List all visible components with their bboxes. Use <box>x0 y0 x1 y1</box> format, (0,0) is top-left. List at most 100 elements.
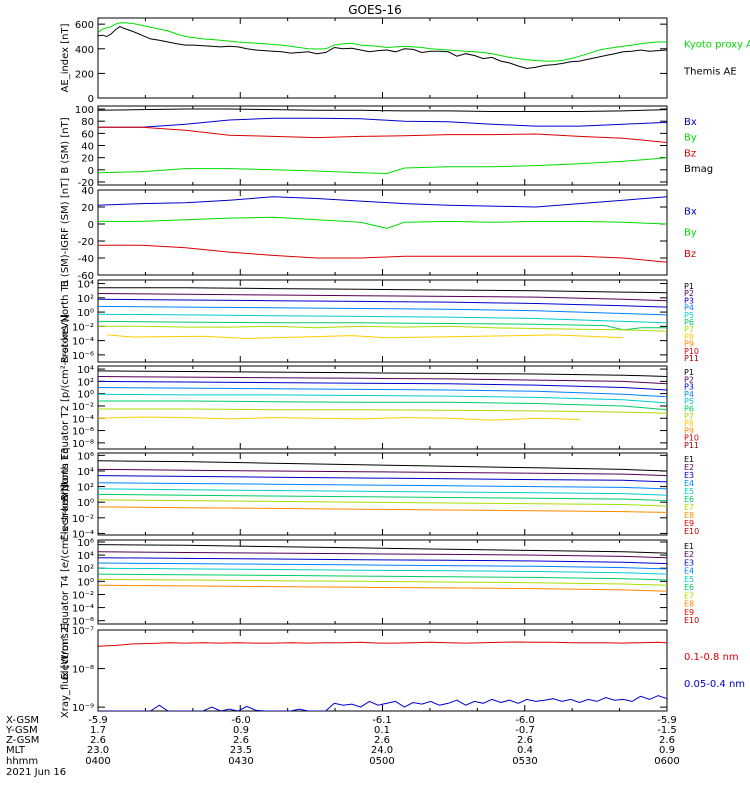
series-line-bx <box>98 196 667 208</box>
series-line-e1 <box>98 544 667 554</box>
y-tick-label: 10⁴ <box>77 365 94 376</box>
y-axis-label: Electrons North T3 <box>60 447 71 540</box>
legend-entry: P4 <box>684 390 694 399</box>
series-line-e6 <box>98 573 667 581</box>
series-line-e5 <box>98 567 667 575</box>
legend-entry: P9 <box>684 340 694 349</box>
legend-entry: P1 <box>684 368 694 377</box>
y-tick-label: 10⁶ <box>77 451 94 462</box>
series-line-e4 <box>98 562 667 570</box>
y-tick-label: 60 <box>81 129 94 140</box>
legend-entry: P4 <box>684 304 694 313</box>
y-tick-label: 10⁻⁷ <box>72 626 94 637</box>
y-tick-label: 10⁻⁸ <box>72 439 94 450</box>
series-line-bmag <box>98 108 667 112</box>
series-line-bz <box>98 126 667 143</box>
series-line-p4 <box>98 387 667 398</box>
y-tick-label: 10⁰ <box>77 390 94 401</box>
y-tick-label: 20 <box>81 154 94 165</box>
footer-value: -0.7 <box>515 725 535 736</box>
y-tick-label: -40 <box>78 254 94 265</box>
series-line-p8 <box>98 416 580 421</box>
footer-value: 0600 <box>654 756 679 767</box>
footer-value: -5.9 <box>657 715 677 726</box>
y-tick-label: 10² <box>77 564 94 575</box>
series-line-p3 <box>98 298 667 308</box>
legend-entry: P6 <box>684 405 694 414</box>
legend-entry: E10 <box>684 527 699 536</box>
y-tick-label: 10⁻² <box>72 322 94 333</box>
y-tick-label: 10⁶ <box>77 538 94 549</box>
panel-frame <box>97 629 668 712</box>
y-tick-label: -20 <box>78 178 94 189</box>
legend-entry: E8 <box>684 511 694 520</box>
legend-entry: E6 <box>684 495 694 504</box>
footer-value: 1.7 <box>90 725 106 736</box>
series-line-p4 <box>98 305 667 316</box>
y-axis-label: Protons Equator T2 [p/(cm²-s-sr-keV)] <box>60 314 71 501</box>
legend-entry: P3 <box>684 296 694 305</box>
series-line-kyoto-proxy-ae <box>98 22 667 62</box>
y-tick-label: 400 <box>75 45 94 56</box>
y-axis-label: Xray_flux [W/m^2] <box>60 623 71 718</box>
y-axis-label: Protons North T1 <box>60 279 71 363</box>
legend-entry: P5 <box>684 397 694 406</box>
y-tick-label: 10⁻⁶ <box>72 427 94 438</box>
y-tick-label: 10⁻⁹ <box>72 703 94 714</box>
panel-frame <box>97 17 668 99</box>
legend-entry: Themis AE <box>683 66 737 77</box>
legend-entry: E2 <box>684 463 694 472</box>
y-tick-label: 10⁴ <box>77 467 94 478</box>
legend-entry: E8 <box>684 600 694 609</box>
series-line-p7 <box>98 408 667 414</box>
footer-value: -6.0 <box>231 715 251 726</box>
legend-entry: P7 <box>684 412 694 421</box>
legend-entry: Bmag <box>684 164 713 175</box>
y-tick-label: 10⁻⁴ <box>72 604 94 615</box>
series-line-p6 <box>98 400 667 411</box>
legend-entry: P6 <box>684 318 694 327</box>
legend-entry: P8 <box>684 332 694 341</box>
legend-entry: P8 <box>684 419 694 428</box>
y-tick-label: 10⁰ <box>77 577 94 588</box>
footer-value: 0.1 <box>374 725 390 736</box>
footer-row-label: X-GSM <box>6 715 39 726</box>
y-axis-label: B (SM)-IGRF (SM) [nT] <box>60 178 71 287</box>
series-line-p1 <box>98 370 667 377</box>
footer-value: 2.6 <box>90 735 106 746</box>
series-line-p3 <box>98 380 667 391</box>
series-line-by <box>98 216 667 229</box>
y-tick-label: 200 <box>75 69 94 80</box>
footer-value: -5.9 <box>88 715 108 726</box>
orbit-footer: X-GSM -5.9 -6.0 -6.1 -6.0 -5.9 Y-GSM 1.7 0.9 0.1 -… <box>5 715 680 778</box>
series-line-e7 <box>98 499 667 507</box>
footer-value: 0.9 <box>233 725 249 736</box>
legend-entry: Bz <box>684 148 696 159</box>
y-tick-label: 80 <box>81 117 94 128</box>
legend-entry: E5 <box>684 575 694 584</box>
series-line-e8 <box>98 584 667 592</box>
legend-entry: P10 <box>684 434 699 443</box>
series-line-e3 <box>98 475 667 483</box>
plot-title: GOES-16 <box>348 3 402 17</box>
y-tick-label: 10⁻⁴ <box>72 414 94 425</box>
legend-entry: P11 <box>684 354 699 363</box>
y-tick-label: 10⁻⁸ <box>72 665 94 676</box>
footer-value: -1.5 <box>657 725 677 736</box>
series-line-e5 <box>98 488 667 496</box>
legend-entry: E7 <box>684 591 694 600</box>
footer-date: 2021 Jun 16 <box>6 767 66 778</box>
footer-value: 0.4 <box>517 745 533 756</box>
panel-6: 10⁻⁶ 10⁻⁴ 10⁻² 10⁰ 10² 10⁴ 10⁶ Electrons Equato… <box>60 484 699 679</box>
legend-entry: E1 <box>684 455 694 464</box>
legend-entry: Bx <box>684 117 697 128</box>
series-line-p5 <box>98 313 667 324</box>
y-tick-label: -60 <box>78 271 94 282</box>
y-tick-label: 10⁻⁶ <box>72 351 94 362</box>
series-line-e2 <box>98 468 667 477</box>
